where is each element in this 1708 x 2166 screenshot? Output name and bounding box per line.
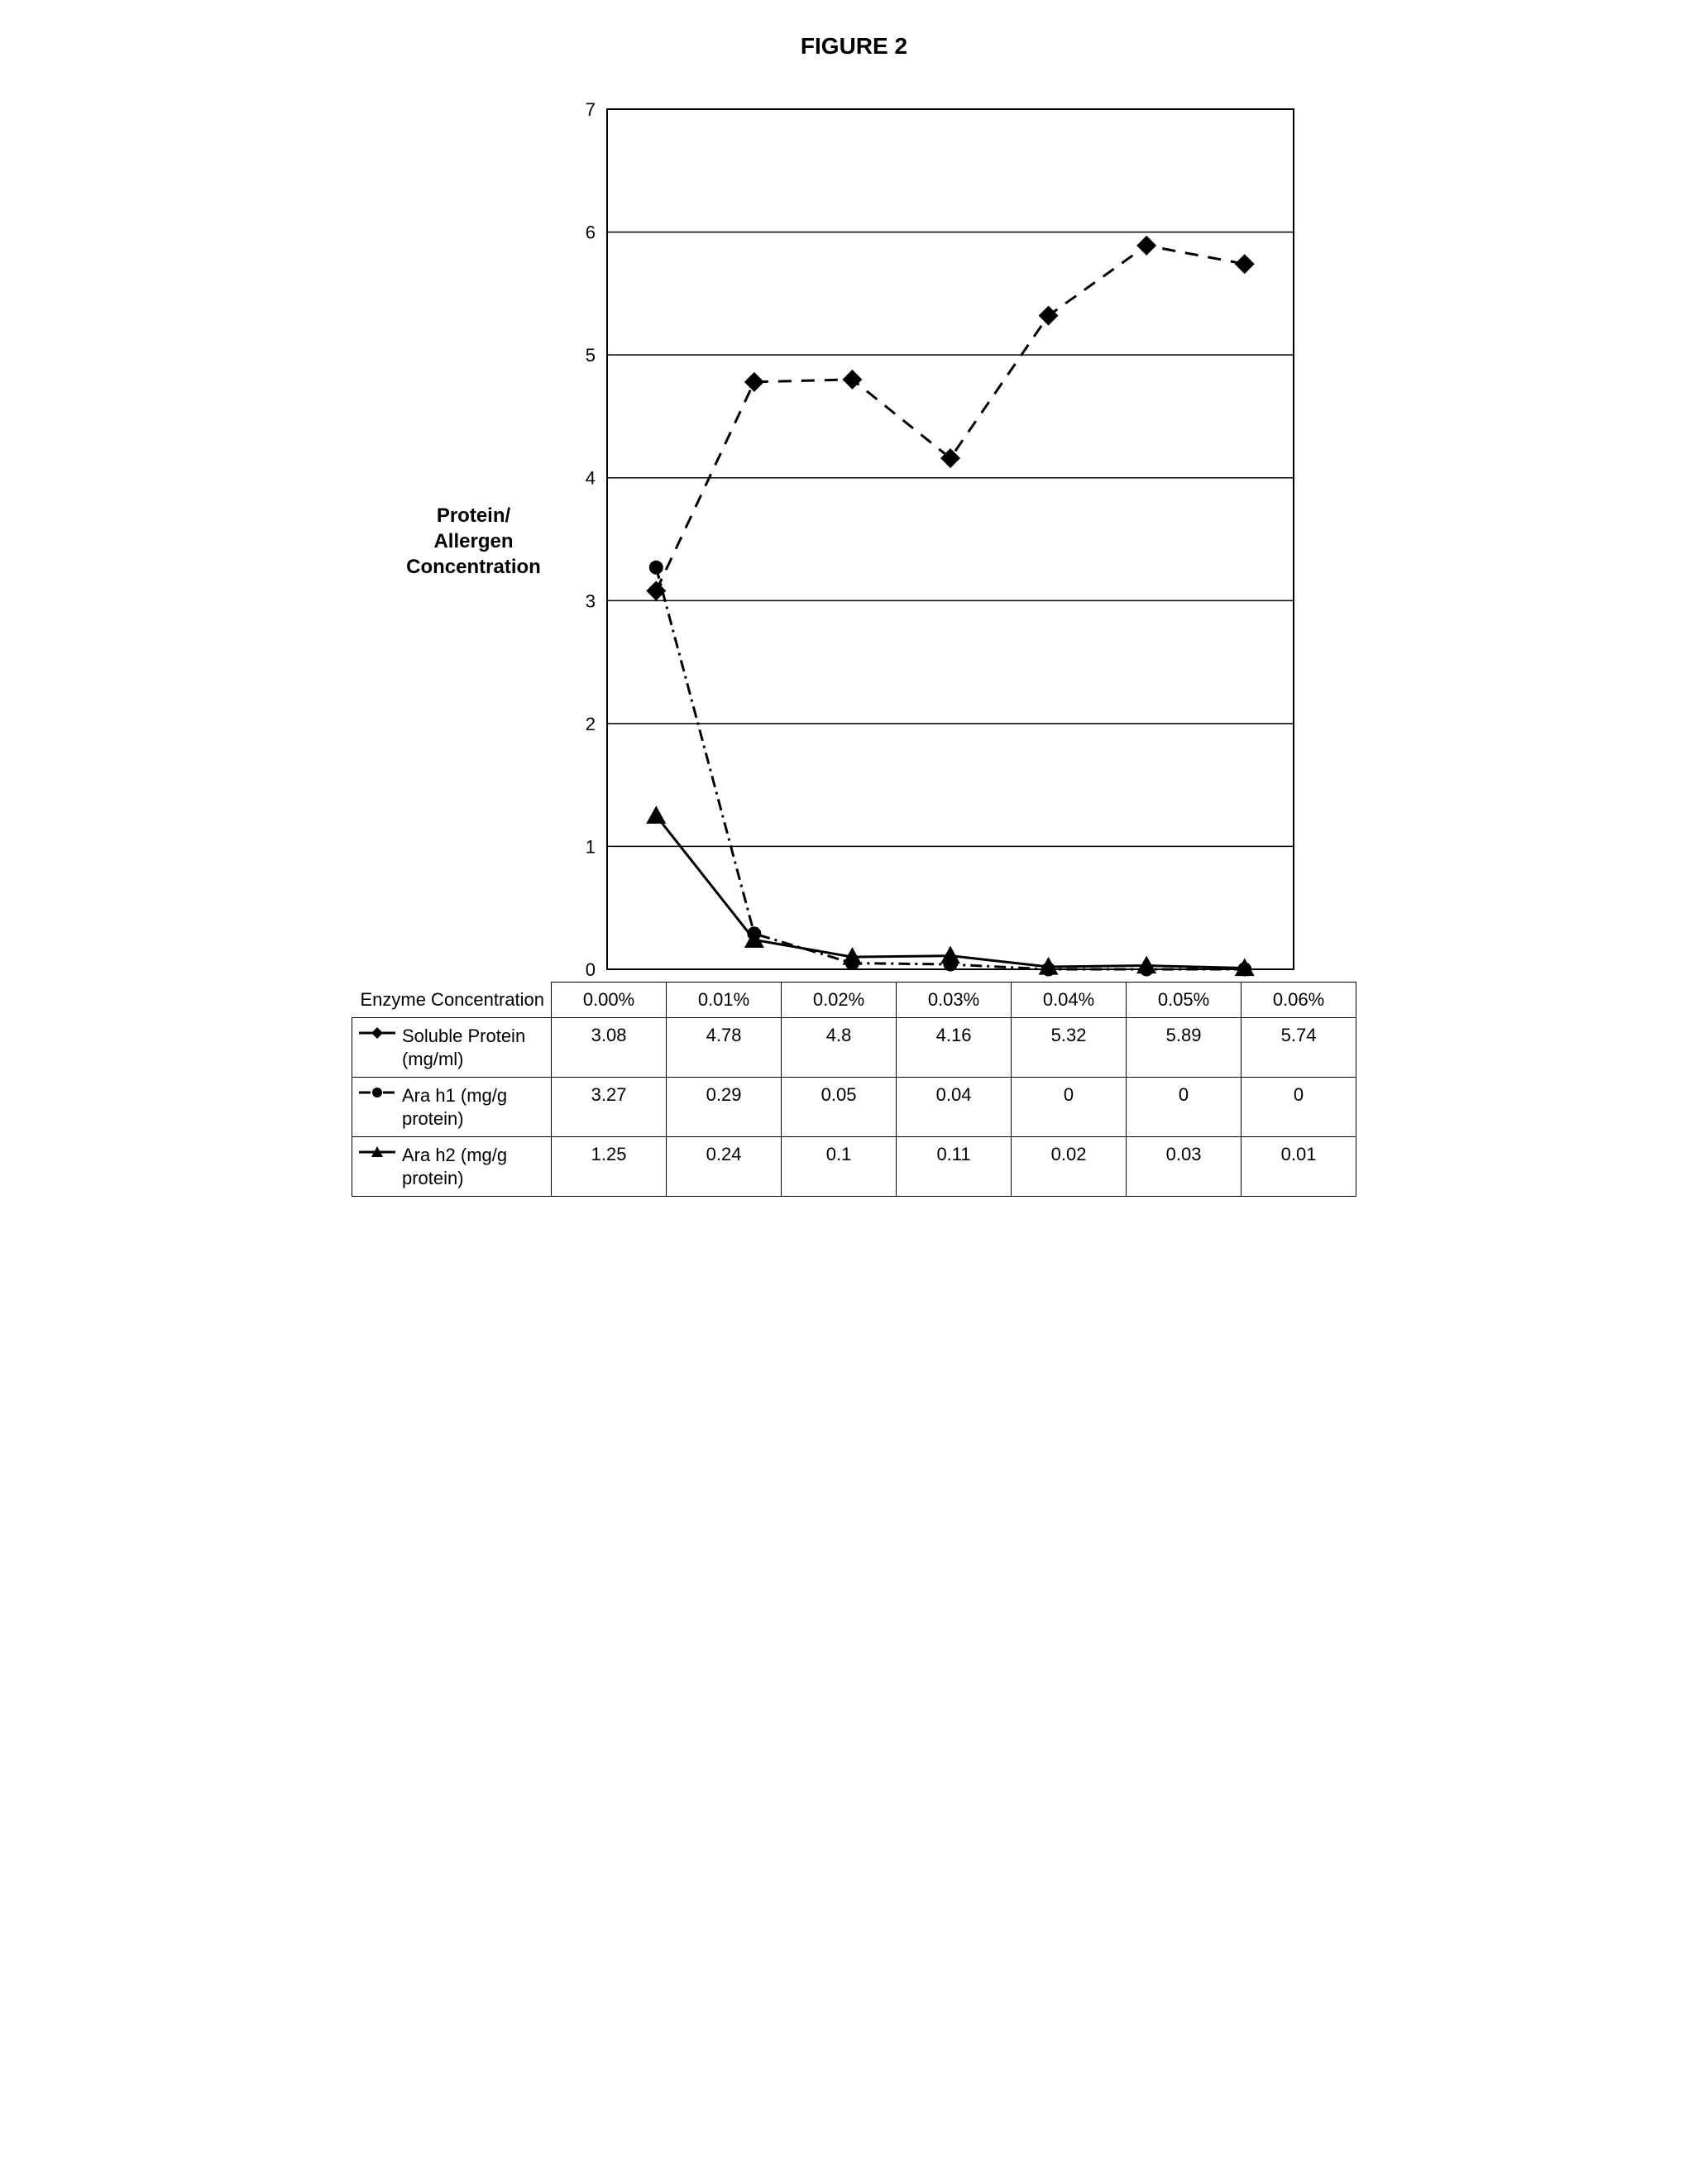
data-cell: 3.08: [552, 1018, 667, 1078]
svg-text:6: 6: [586, 222, 596, 243]
svg-text:3: 3: [586, 591, 596, 611]
svg-text:4: 4: [586, 468, 596, 489]
data-cell: 4.8: [782, 1018, 897, 1078]
data-cell: 0.02: [1012, 1137, 1127, 1197]
data-table: Enzyme Concentration0.00%0.01%0.02%0.03%…: [352, 982, 1356, 1197]
data-cell: 0.24: [667, 1137, 782, 1197]
data-cell: 5.89: [1127, 1018, 1242, 1078]
chart-wrap: Protein/AllergenConcentration 0 1 2 3 4 5 6 7: [33, 101, 1675, 982]
category-header: 0.05%: [1127, 983, 1242, 1018]
svg-text:2: 2: [586, 714, 596, 734]
legend-icon: [357, 1144, 397, 1165]
data-cell: 4.16: [897, 1018, 1012, 1078]
category-header: 0.01%: [667, 983, 782, 1018]
plot-area: 0 1 2 3 4 5 6 7: [557, 101, 1302, 982]
category-header: 0.06%: [1242, 983, 1356, 1018]
data-cell: 0.1: [782, 1137, 897, 1197]
data-cell: 5.74: [1242, 1018, 1356, 1078]
figure-title: FIGURE 2: [33, 33, 1675, 60]
svg-text:5: 5: [586, 345, 596, 366]
legend-icon: [357, 1025, 397, 1046]
category-header: 0.03%: [897, 983, 1012, 1018]
series-row-label: Soluble Protein(mg/ml): [352, 1018, 551, 1078]
data-cell: 0: [1127, 1078, 1242, 1137]
svg-text:7: 7: [586, 101, 596, 120]
category-header: 0.04%: [1012, 983, 1127, 1018]
data-cell: 0.05: [782, 1078, 897, 1137]
series-row-label: Ara h2 (mg/gprotein): [352, 1137, 551, 1197]
series-row-label: Ara h1 (mg/gprotein): [352, 1078, 551, 1137]
svg-text:1: 1: [586, 836, 596, 857]
data-cell: 0.11: [897, 1137, 1012, 1197]
data-cell: 0: [1012, 1078, 1127, 1137]
data-cell: 4.78: [667, 1018, 782, 1078]
category-header: 0.00%: [552, 983, 667, 1018]
x-axis-label: Enzyme Concentration: [352, 983, 551, 1018]
data-cell: 0.04: [897, 1078, 1012, 1137]
series-name: Soluble Protein(mg/ml): [402, 1025, 525, 1070]
data-cell: 3.27: [552, 1078, 667, 1137]
y-axis-label: Protein/AllergenConcentration: [406, 503, 541, 581]
data-cell: 5.32: [1012, 1018, 1127, 1078]
data-cell: 1.25: [552, 1137, 667, 1197]
data-table-container: Enzyme Concentration0.00%0.01%0.02%0.03%…: [33, 982, 1675, 1197]
svg-text:0: 0: [586, 959, 596, 978]
category-header: 0.02%: [782, 983, 897, 1018]
series-name: Ara h2 (mg/gprotein): [402, 1144, 507, 1189]
series-name: Ara h1 (mg/gprotein): [402, 1084, 507, 1130]
data-cell: 0: [1242, 1078, 1356, 1137]
data-cell: 0.29: [667, 1078, 782, 1137]
data-cell: 0.01: [1242, 1137, 1356, 1197]
chart-svg: 0 1 2 3 4 5 6 7: [557, 101, 1302, 978]
data-cell: 0.03: [1127, 1137, 1242, 1197]
legend-icon: [357, 1084, 397, 1106]
